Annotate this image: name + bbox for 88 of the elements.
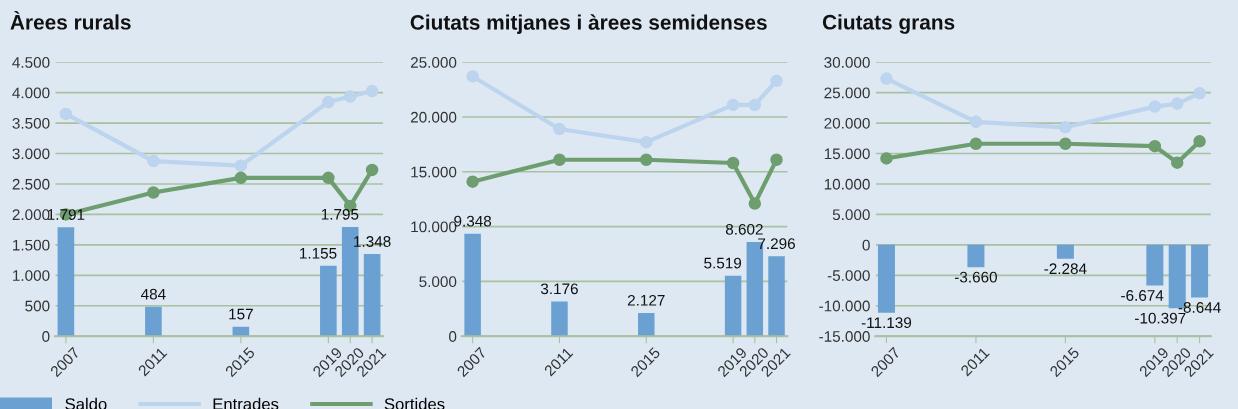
data-label: 5.519 (704, 257, 742, 269)
chart-title: Ciutats grans (822, 14, 955, 34)
bar (638, 312, 655, 337)
data-label: 1.348 (354, 236, 391, 247)
chart-title: Àrees rurals (10, 10, 131, 30)
y-tick-label: -10.000 (819, 300, 870, 312)
point (1148, 139, 1162, 153)
y-tick-label: 1.000 (13, 270, 50, 281)
y-tick-label: -5.000 (827, 270, 870, 281)
bar (363, 254, 381, 337)
point (880, 72, 893, 85)
point (969, 115, 983, 129)
point (640, 135, 653, 149)
point (726, 98, 740, 112)
bar (768, 256, 785, 337)
y-tick-label: 4.500 (12, 57, 50, 68)
point (234, 171, 248, 185)
y-tick-label: 30.000 (824, 57, 870, 68)
bar (320, 265, 337, 337)
y-tick-label: 500 (25, 300, 50, 312)
y-tick-label: -15.000 (819, 331, 870, 342)
y-tick-label: 3.500 (12, 117, 50, 129)
point (343, 90, 357, 103)
point (59, 107, 73, 121)
data-label: -3.660 (954, 271, 997, 283)
point (365, 163, 379, 177)
point (466, 70, 479, 83)
bar (57, 227, 75, 337)
point (748, 197, 762, 210)
point (726, 156, 740, 170)
data-label: 8.602 (725, 223, 763, 235)
y-tick-label: 20.000 (824, 117, 870, 129)
point (770, 74, 783, 88)
data-label: -2.284 (1044, 263, 1087, 275)
y-tick-label: 25.000 (824, 87, 870, 99)
data-label: 3.176 (540, 283, 578, 295)
y-tick-label: 3.000 (12, 148, 50, 160)
y-tick-label: 20.000 (410, 111, 457, 123)
y-tick-label: 2.000 (12, 209, 50, 221)
y-tick-label: 5.000 (419, 276, 457, 288)
point (1193, 86, 1206, 100)
point (1170, 156, 1184, 169)
bar (724, 275, 742, 337)
data-label: -8.644 (1178, 302, 1221, 313)
y-tick-label: 5.000 (832, 209, 870, 221)
point (234, 159, 248, 172)
y-tick-label: 15.000 (824, 148, 870, 160)
point (553, 153, 566, 166)
y-tick-label: 0 (862, 239, 870, 251)
bar (145, 306, 162, 337)
data-label: 157 (229, 308, 253, 320)
point (1148, 100, 1162, 113)
data-label: 484 (141, 288, 166, 300)
bar (551, 301, 568, 337)
data-label: 7.296 (758, 238, 795, 250)
point (770, 153, 783, 166)
point (969, 137, 983, 151)
point (553, 122, 566, 136)
data-label: 1.795 (321, 208, 359, 220)
point (1059, 137, 1072, 151)
data-label: 1.155 (300, 248, 337, 259)
data-label: 1.791 (47, 209, 85, 220)
y-tick-label: 25.000 (410, 57, 457, 68)
y-tick-label: 15.000 (411, 166, 457, 178)
y-tick-label: 10.000 (824, 178, 870, 190)
point (748, 98, 762, 112)
chart-title: Ciutats mitjanes i àrees semidenses (410, 14, 767, 34)
data-label: -11.139 (861, 317, 912, 329)
y-tick-label: 0 (42, 331, 50, 342)
y-tick-label: 0 (449, 331, 457, 342)
point (1193, 135, 1206, 148)
point (1170, 97, 1184, 110)
point (880, 152, 893, 165)
point (640, 153, 653, 166)
data-label: 2.127 (627, 294, 665, 306)
y-tick-label: 2.500 (12, 178, 50, 190)
y-tick-label: 4.000 (12, 87, 50, 99)
data-label: -6.674 (1121, 290, 1164, 301)
point (147, 186, 160, 199)
point (365, 84, 379, 98)
data-label: -10.397 (1135, 312, 1186, 324)
bar (464, 233, 481, 337)
point (1059, 121, 1072, 134)
point (322, 171, 335, 185)
y-tick-label: 1.500 (13, 239, 50, 251)
point (466, 175, 479, 188)
point (322, 95, 335, 109)
point (147, 154, 160, 168)
